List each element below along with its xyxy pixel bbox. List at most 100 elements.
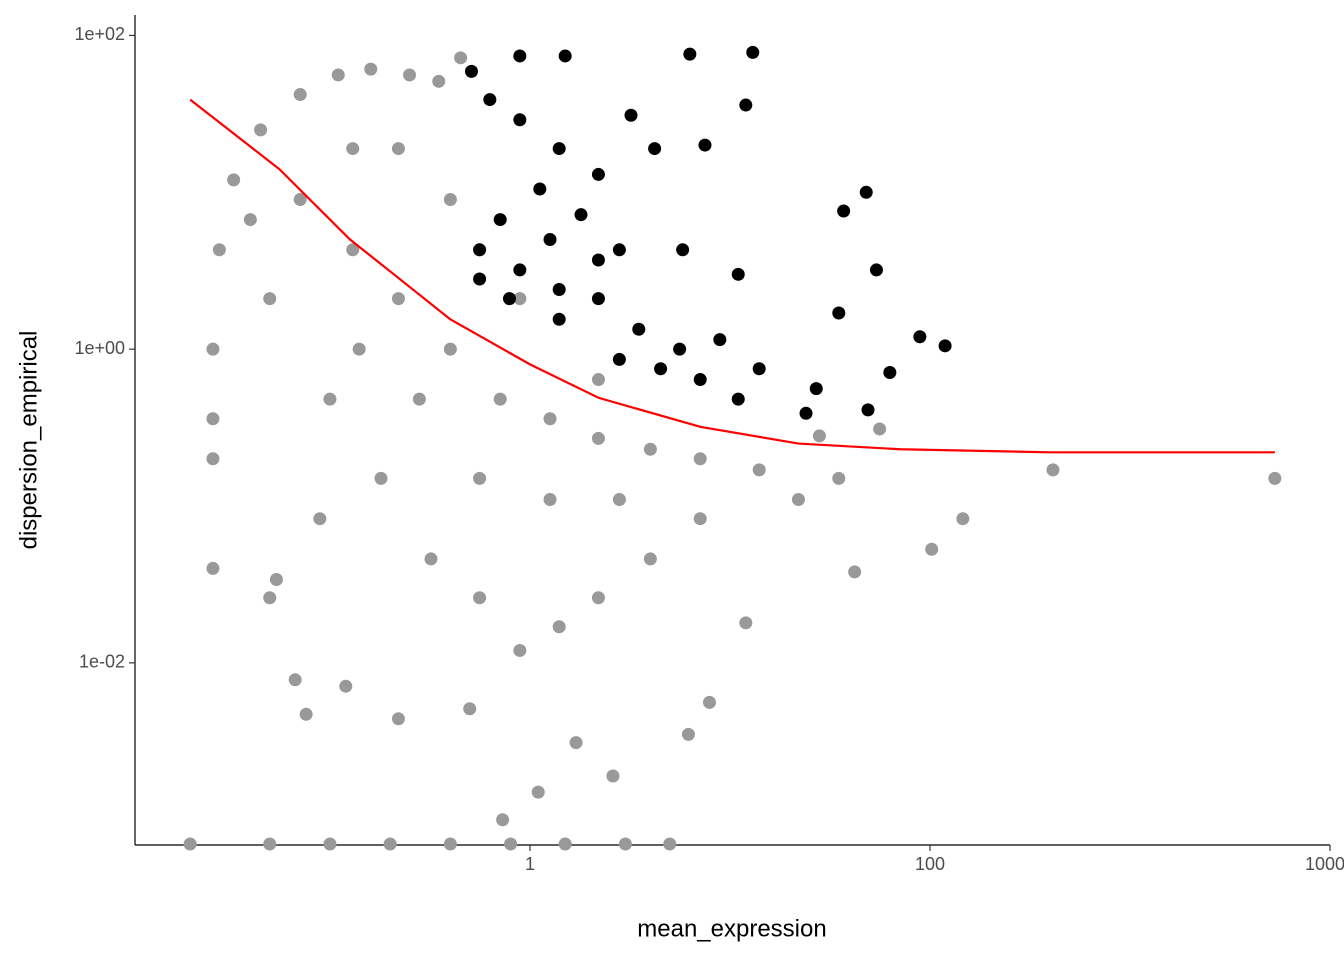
point: [269, 573, 283, 587]
point: [502, 292, 516, 306]
point: [676, 243, 690, 257]
point: [832, 471, 846, 485]
point: [681, 727, 695, 741]
point: [212, 243, 226, 257]
point: [791, 493, 805, 507]
point: [412, 392, 426, 406]
point: [243, 213, 257, 227]
point: [1046, 463, 1060, 477]
point: [693, 512, 707, 526]
point: [543, 493, 557, 507]
y-axis-title: dispersion_empirical: [15, 331, 42, 550]
point: [569, 736, 583, 750]
point: [683, 47, 697, 61]
y-tick-label: 1e+02: [74, 24, 125, 44]
point: [859, 185, 873, 199]
point: [206, 452, 220, 466]
point: [752, 463, 766, 477]
point: [493, 213, 507, 227]
point: [837, 204, 851, 218]
point: [698, 138, 712, 152]
point: [832, 306, 846, 320]
point: [206, 342, 220, 356]
point: [574, 208, 588, 222]
point: [612, 243, 626, 257]
point: [513, 49, 527, 63]
point: [799, 406, 813, 420]
point: [543, 233, 557, 247]
point: [473, 272, 487, 286]
point: [673, 342, 687, 356]
point: [624, 108, 638, 122]
point: [654, 362, 668, 376]
point: [443, 342, 457, 356]
point: [643, 552, 657, 566]
point: [552, 142, 566, 156]
point: [454, 51, 468, 65]
point: [443, 837, 457, 851]
fit-line: [189, 98, 1275, 454]
point: [558, 837, 572, 851]
point: [346, 142, 360, 156]
point: [848, 565, 862, 579]
point: [391, 142, 405, 156]
point: [739, 616, 753, 630]
point: [883, 365, 897, 379]
point: [432, 74, 446, 88]
point: [632, 322, 646, 336]
point: [263, 292, 277, 306]
point: [752, 362, 766, 376]
point: [323, 392, 337, 406]
point: [612, 493, 626, 507]
point: [591, 373, 605, 387]
point: [558, 49, 572, 63]
point: [313, 512, 327, 526]
point: [403, 68, 417, 82]
point: [364, 62, 378, 76]
point: [693, 373, 707, 387]
point: [956, 512, 970, 526]
point: [504, 837, 518, 851]
point: [591, 591, 605, 605]
point: [293, 88, 307, 102]
point: [869, 263, 883, 277]
point: [443, 192, 457, 206]
point: [483, 93, 497, 107]
point: [702, 695, 716, 709]
point: [552, 312, 566, 326]
point: [812, 429, 826, 443]
point: [424, 552, 438, 566]
point: [513, 263, 527, 277]
point: [809, 382, 823, 396]
point: [254, 123, 268, 137]
point: [739, 98, 753, 112]
point: [913, 330, 927, 344]
point: [383, 837, 397, 851]
point: [731, 392, 745, 406]
point: [263, 591, 277, 605]
point: [513, 113, 527, 127]
point: [346, 243, 360, 257]
x-tick-label: 1: [525, 854, 535, 874]
point: [339, 679, 353, 693]
point: [288, 673, 302, 687]
point: [463, 702, 477, 716]
point: [473, 591, 487, 605]
point: [612, 352, 626, 366]
point: [299, 707, 313, 721]
point: [227, 173, 241, 187]
point: [693, 452, 707, 466]
point: [496, 813, 510, 827]
point: [606, 769, 620, 783]
point: [331, 68, 345, 82]
point: [746, 45, 760, 59]
point: [591, 431, 605, 445]
point: [543, 412, 557, 426]
point: [591, 292, 605, 306]
point: [533, 182, 547, 196]
x-tick-label: 10000: [1305, 854, 1344, 874]
point: [873, 422, 887, 436]
x-axis-title: mean_expression: [637, 915, 826, 942]
point: [552, 283, 566, 297]
